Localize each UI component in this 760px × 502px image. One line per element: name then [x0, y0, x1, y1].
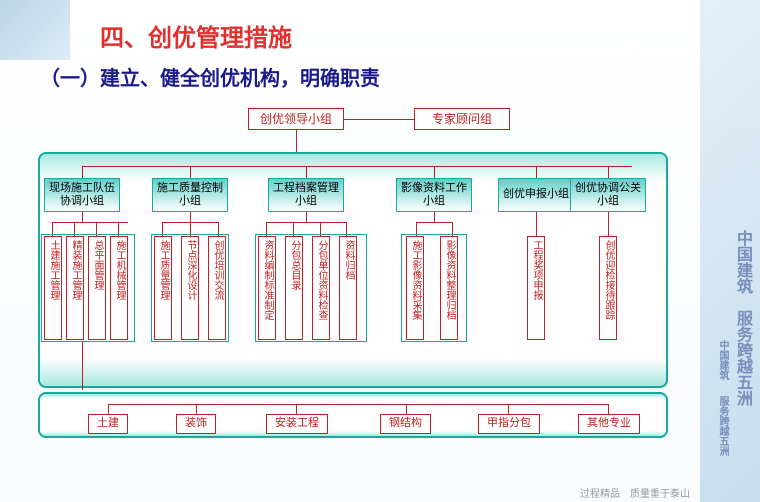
footer-text: 过程精品 质量重于泰山 — [580, 485, 690, 500]
connector — [196, 404, 197, 414]
side-text: 服务跨越五洲 — [730, 310, 754, 406]
leaf: 创优迎检接待跟踪 — [599, 236, 617, 340]
leaf: 施工影像资料采集 — [406, 236, 424, 340]
decorative-image — [0, 0, 70, 60]
connector — [108, 404, 109, 414]
leaf: 影像资料整理归档 — [440, 236, 458, 340]
connector — [536, 166, 537, 178]
main-title: 四、创优管理措施 — [100, 18, 292, 53]
side-text: 中国建筑 — [715, 340, 730, 380]
bottom-node: 安装工程 — [266, 414, 328, 434]
leaf: 施工质量管理 — [154, 236, 172, 340]
connector — [608, 404, 609, 414]
connector — [434, 212, 435, 222]
org-chart: 创优领导小组 专家顾问组 现场施工队伍协调小组 施工质量控制小组 工程档案管理小… — [38, 108, 668, 438]
slide: 四、创优管理措施 （一）建立、健全创优机构，明确职责 创优领导小组 专家顾问组 … — [0, 0, 700, 502]
side-panel: 中国建筑 服务跨越五洲 中国建筑 服务跨越五洲 — [700, 0, 760, 502]
bottom-node: 钢结构 — [380, 414, 431, 434]
leaf: 工程奖项申报 — [527, 236, 545, 340]
bottom-node: 其他专业 — [578, 414, 640, 434]
connector — [108, 404, 608, 405]
bottom-node: 土建 — [88, 414, 128, 434]
side-text: 中国建筑 — [730, 230, 754, 294]
bottom-node: 甲指分包 — [478, 414, 540, 434]
connector — [608, 166, 609, 178]
connector — [536, 212, 537, 236]
connector — [296, 130, 297, 152]
connector — [406, 404, 407, 414]
node-l2: 现场施工队伍协调小组 — [44, 178, 120, 212]
connector — [190, 166, 191, 178]
connector — [508, 404, 509, 414]
leaf: 资料归档 — [339, 236, 357, 340]
connector — [306, 166, 307, 178]
connector — [82, 166, 83, 178]
leaf: 分包总目录 — [285, 236, 303, 340]
subtitle: （一）建立、健全创优机构，明确职责 — [40, 62, 380, 91]
leaf: 节点深化设计 — [181, 236, 199, 340]
leaf: 施工机械管理 — [110, 236, 128, 340]
leaf: 资料编制标准制定 — [258, 236, 276, 340]
side-text: 服务跨越五洲 — [715, 396, 730, 456]
leaf: 创优培训交流 — [208, 236, 226, 340]
node-l2: 工程档案管理小组 — [268, 178, 344, 212]
connector — [82, 166, 632, 167]
connector — [306, 212, 307, 222]
node-l2: 创优申报小组 — [498, 178, 574, 212]
node-leader-group: 创优领导小组 — [248, 108, 344, 130]
connector — [608, 212, 609, 236]
leaf: 精装施工管理 — [66, 236, 84, 340]
connector — [266, 222, 346, 223]
connector — [190, 212, 191, 222]
connector — [344, 119, 414, 120]
node-l2: 施工质量控制小组 — [152, 178, 228, 212]
connector — [82, 342, 83, 390]
connector — [296, 404, 297, 414]
leaf: 分包单位资料检查 — [312, 236, 330, 340]
connector — [434, 166, 435, 178]
connector — [52, 222, 128, 223]
node-expert-group: 专家顾问组 — [414, 108, 510, 130]
bottom-container — [38, 392, 668, 438]
bottom-node: 装饰 — [176, 414, 216, 434]
leaf: 土建施工管理 — [44, 236, 62, 340]
leaf: 总平面管理 — [88, 236, 106, 340]
node-l2: 影像资料工作小组 — [396, 178, 472, 212]
connector — [82, 212, 83, 222]
node-l2: 创优协调公关小组 — [570, 178, 646, 212]
connector — [416, 222, 452, 223]
